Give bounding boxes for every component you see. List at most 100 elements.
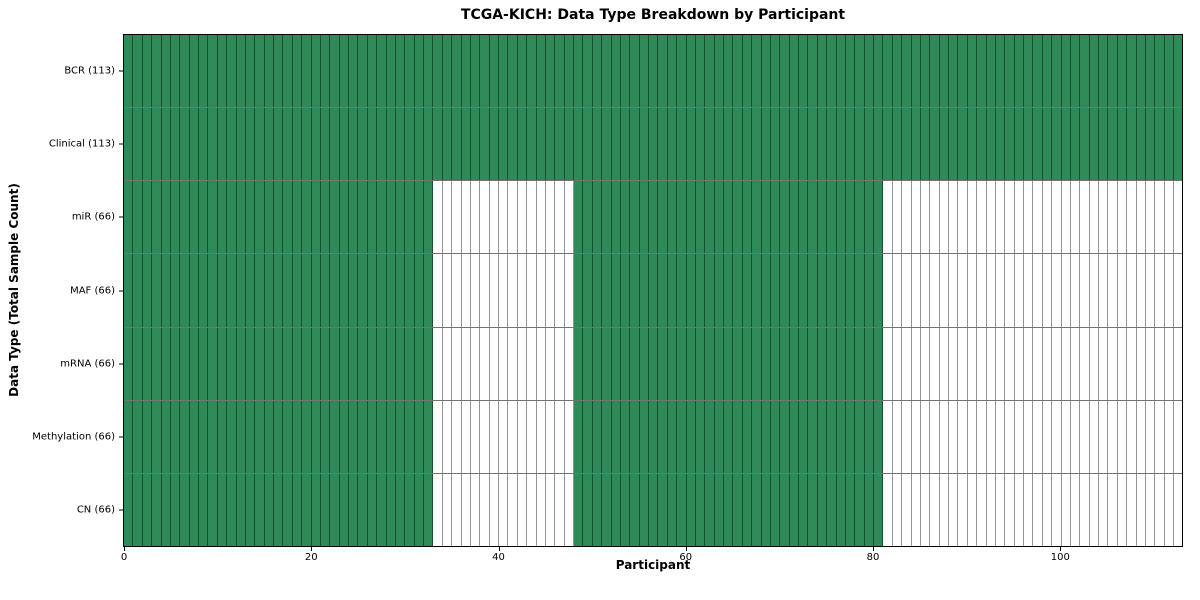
heatmap-cell	[189, 108, 199, 181]
heatmap-cell	[602, 108, 612, 181]
heatmap-cell	[452, 327, 462, 400]
heatmap-cell	[489, 400, 499, 473]
heatmap-cell	[949, 254, 959, 327]
heatmap-cell	[142, 181, 153, 254]
heatmap-cell	[677, 35, 687, 108]
heatmap-cell	[883, 473, 893, 546]
heatmap-cell	[780, 473, 790, 546]
heatmap-cell	[874, 108, 884, 181]
heatmap-cell	[470, 473, 481, 546]
heatmap-cell	[283, 327, 293, 400]
heatmap-cell	[845, 327, 856, 400]
heatmap-cell	[742, 327, 753, 400]
heatmap-cell	[527, 473, 537, 546]
heatmap-cell	[967, 473, 978, 546]
heatmap-cell	[574, 327, 584, 400]
heatmap-cell	[545, 108, 556, 181]
heatmap-cell	[1164, 254, 1174, 327]
heatmap-cell	[189, 181, 199, 254]
heatmap-cell	[677, 181, 687, 254]
y-tick-mark	[119, 509, 123, 511]
heatmap-cell	[1174, 108, 1183, 181]
heatmap-cell	[189, 254, 199, 327]
heatmap-cell	[508, 473, 518, 546]
heatmap-cell	[799, 181, 809, 254]
heatmap-cell	[770, 473, 781, 546]
heatmap-cell	[170, 181, 181, 254]
heatmap-cell	[245, 254, 256, 327]
heatmap-cell	[967, 108, 978, 181]
heatmap-cell	[320, 473, 331, 546]
heatmap-cell	[817, 473, 828, 546]
heatmap-cell	[564, 181, 574, 254]
heatmap-cell	[227, 400, 237, 473]
heatmap-cell	[433, 400, 443, 473]
heatmap-cell	[602, 400, 612, 473]
heatmap-cell	[217, 108, 228, 181]
heatmap-cell	[320, 108, 331, 181]
heatmap-cell	[424, 400, 434, 473]
heatmap-cell	[320, 254, 331, 327]
heatmap-cell	[1070, 35, 1081, 108]
heatmap-cell	[461, 473, 471, 546]
heatmap-cell	[480, 35, 490, 108]
heatmap-cell	[245, 400, 256, 473]
heatmap-cell	[517, 473, 528, 546]
heatmap-cell	[705, 400, 715, 473]
heatmap-cell	[339, 254, 349, 327]
heatmap-cell	[1024, 181, 1034, 254]
heatmap-cell	[1127, 254, 1137, 327]
heatmap-cell	[180, 254, 190, 327]
heatmap-cell	[1155, 181, 1165, 254]
heatmap-cell	[1089, 473, 1099, 546]
heatmap-cell	[1164, 400, 1174, 473]
heatmap-cell	[330, 327, 340, 400]
heatmap-cell	[1108, 35, 1118, 108]
heatmap-cell	[1174, 254, 1183, 327]
heatmap-cell	[386, 108, 396, 181]
heatmap-cell	[724, 181, 734, 254]
heatmap-cell	[180, 473, 190, 546]
heatmap-cell	[470, 35, 481, 108]
heatmap-cell	[330, 181, 340, 254]
heatmap-cell	[742, 400, 753, 473]
heatmap-cell	[817, 181, 828, 254]
heatmap-cell	[752, 473, 762, 546]
heatmap-cell	[1136, 254, 1146, 327]
heatmap-cell	[817, 254, 828, 327]
heatmap-cell	[217, 35, 228, 108]
y-tick-mark	[119, 436, 123, 438]
heatmap-cell	[367, 327, 378, 400]
heatmap-cell	[424, 327, 434, 400]
heatmap-cell	[1108, 327, 1118, 400]
heatmap-cell	[808, 254, 818, 327]
heatmap-cell	[845, 108, 856, 181]
heatmap-cell	[883, 181, 893, 254]
heatmap-cell	[892, 35, 903, 108]
y-tick-label: mRNA (66)	[60, 358, 115, 370]
heatmap-cell	[161, 254, 171, 327]
heatmap-cell	[480, 400, 490, 473]
heatmap-cell	[311, 327, 321, 400]
heatmap-cell	[1080, 327, 1090, 400]
heatmap-cell	[133, 35, 143, 108]
heatmap-cell	[1061, 35, 1071, 108]
heatmap-cell	[189, 327, 199, 400]
heatmap-cell	[883, 327, 893, 400]
heatmap-cell	[349, 327, 359, 400]
heatmap-cell	[1005, 400, 1015, 473]
heatmap-cell	[583, 254, 593, 327]
heatmap-cell	[705, 35, 715, 108]
heatmap-cell	[949, 108, 959, 181]
heatmap-cell	[245, 35, 256, 108]
heatmap-cell	[189, 473, 199, 546]
heatmap-cell	[545, 473, 556, 546]
heatmap-cell	[124, 35, 134, 108]
heatmap-cell	[358, 327, 368, 400]
x-tick-mark	[124, 547, 125, 551]
heatmap-cell	[1099, 254, 1109, 327]
heatmap-cell	[536, 327, 546, 400]
heatmap-cell	[1052, 400, 1062, 473]
heatmap-cell	[920, 181, 931, 254]
heatmap-cell	[489, 254, 499, 327]
